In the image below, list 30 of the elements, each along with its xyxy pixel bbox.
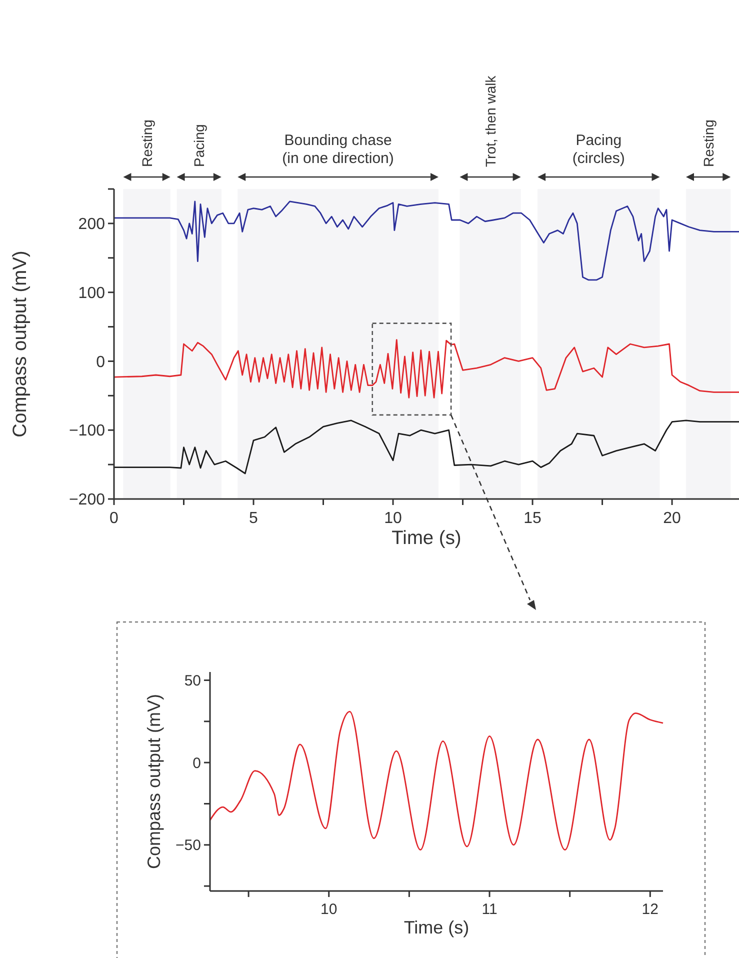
y-tick-label: 200: [78, 216, 106, 234]
x-tick-label: 10: [320, 901, 338, 918]
y-axis-title: Compass output (mV): [10, 250, 31, 438]
line-series: [209, 710, 664, 851]
band-label: Resting: [138, 120, 155, 167]
band-label: Pacing: [191, 124, 208, 167]
band-label: Resting: [700, 120, 716, 167]
line-series: [113, 200, 739, 281]
x-axis-title: Time (s): [404, 918, 470, 938]
y-tick-label: 100: [78, 284, 106, 302]
y-tick-label: −100: [68, 422, 106, 440]
band-label: Trot, then walk: [482, 74, 498, 167]
line-series: [113, 420, 739, 474]
x-tick-label: 10: [384, 510, 402, 527]
x-tick-label: 11: [482, 901, 498, 918]
y-tick-label: 0: [192, 754, 201, 772]
y-tick-label: −50: [176, 837, 201, 854]
y-tick-label: −200: [68, 492, 106, 509]
y-tick-label: 50: [184, 672, 201, 690]
band-label: Bounding chase (in one direction): [282, 132, 394, 167]
x-tick-label: 0: [110, 510, 119, 527]
x-tick-label: 15: [524, 510, 542, 527]
x-tick-label: 5: [249, 510, 258, 527]
line-series: [113, 339, 739, 398]
y-tick-label: 0: [96, 354, 106, 371]
x-tick-label: 20: [663, 510, 682, 527]
x-tick-label: 12: [642, 901, 658, 918]
x-axis-title: Time (s): [392, 528, 462, 549]
band-label: Pacing (circles): [572, 132, 625, 167]
y-axis-title: Compass output (mV): [144, 694, 164, 870]
